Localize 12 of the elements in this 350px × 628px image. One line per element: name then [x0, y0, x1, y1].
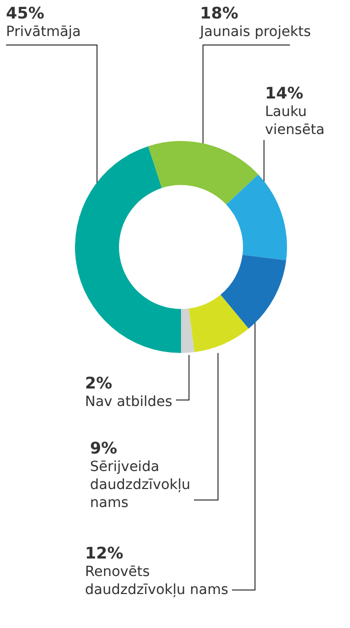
- slice-label: Jaunais projekts: [199, 24, 311, 40]
- slice-label: Lauku viensēta: [265, 104, 325, 138]
- data-label: 45%: [6, 4, 44, 22]
- slice-label: Sērijveida daudzdzīvokļu nams: [90, 459, 190, 511]
- data-label: 18%: [200, 4, 238, 22]
- slice-label: Renovēts daudzdzīvokļu nams: [85, 564, 228, 598]
- slice-label: Privātmāja: [6, 24, 81, 40]
- data-label: 9%: [90, 438, 118, 458]
- data-label: 14%: [265, 84, 304, 102]
- data-label: 2%: [85, 374, 112, 392]
- slice-label: Nav atbildes: [85, 394, 172, 410]
- data-label: 12%: [85, 544, 124, 562]
